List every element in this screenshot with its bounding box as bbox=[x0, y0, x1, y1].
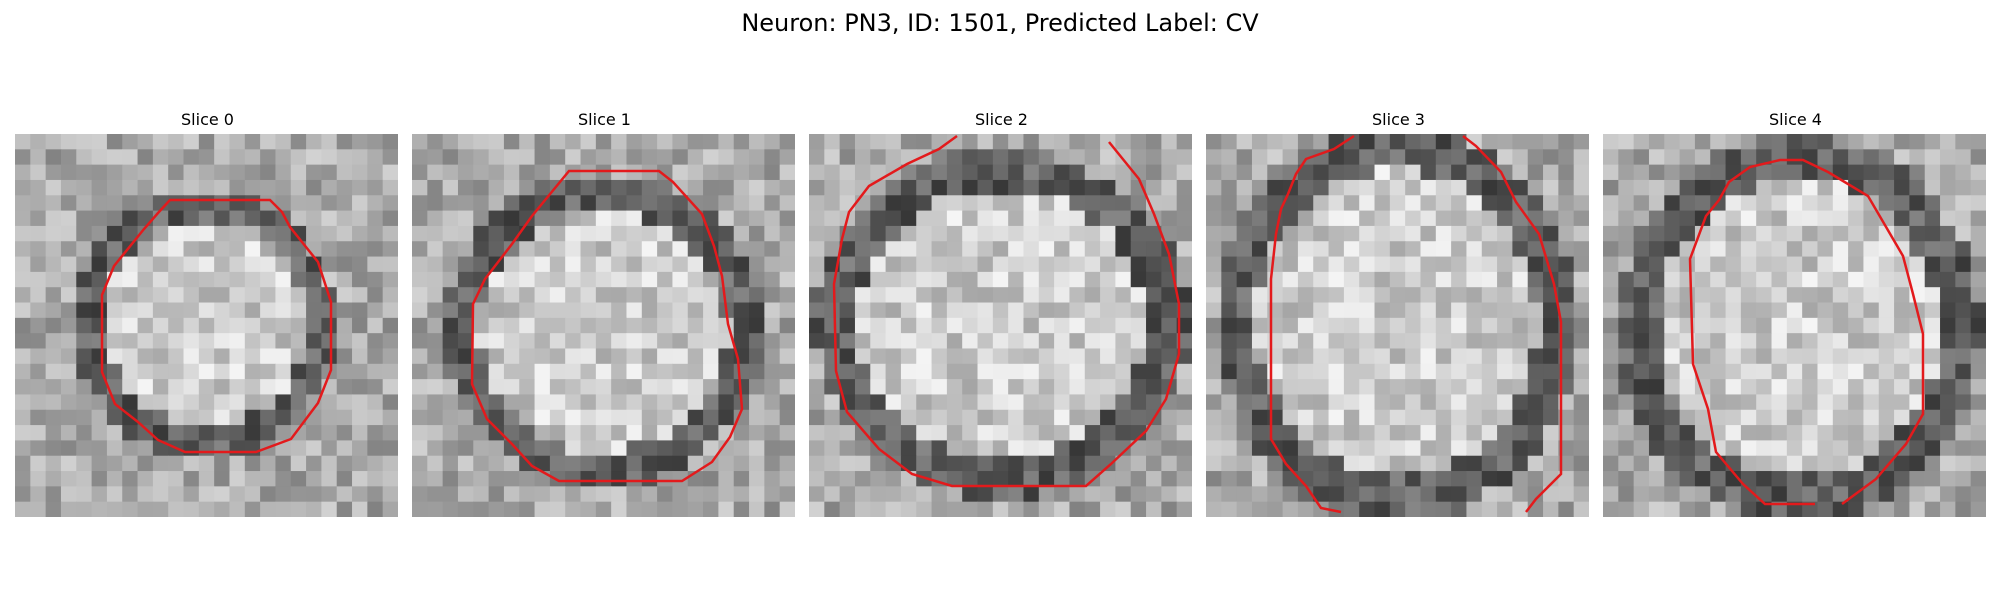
slice-panel-1: Slice 1 bbox=[412, 110, 797, 520]
slice-title: Slice 3 bbox=[1372, 110, 1425, 129]
slice-title: Slice 4 bbox=[1769, 110, 1822, 129]
slice-panel-0: Slice 0 bbox=[15, 110, 400, 520]
figure-title: Neuron: PN3, ID: 1501, Predicted Label: … bbox=[741, 9, 1259, 37]
slice-title: Slice 0 bbox=[181, 110, 234, 129]
pixel-grid bbox=[1206, 134, 1589, 517]
slice-panel-3: Slice 3 bbox=[1206, 110, 1591, 520]
slice-image-0 bbox=[15, 134, 398, 517]
slice-image-4 bbox=[1603, 134, 1986, 517]
slice-panel-2: Slice 2 bbox=[809, 110, 1194, 520]
slice-image-1 bbox=[412, 134, 795, 517]
pixel-grid bbox=[1603, 134, 1986, 517]
cell-contour-3 bbox=[1269, 134, 1563, 514]
cell-contour-0 bbox=[100, 198, 333, 454]
slice-image-2 bbox=[809, 134, 1192, 517]
cell-contour-4 bbox=[1688, 158, 1925, 506]
cell-contour-1 bbox=[470, 169, 744, 483]
pixel-grid bbox=[412, 134, 795, 517]
pixel-grid bbox=[809, 134, 1192, 517]
pixel-grid bbox=[15, 134, 398, 517]
cell-contour-2a bbox=[832, 134, 1181, 488]
slice-image-3 bbox=[1206, 134, 1589, 517]
slice-panel-4: Slice 4 bbox=[1603, 110, 1988, 520]
slice-title: Slice 1 bbox=[578, 110, 631, 129]
slice-title: Slice 2 bbox=[975, 110, 1028, 129]
